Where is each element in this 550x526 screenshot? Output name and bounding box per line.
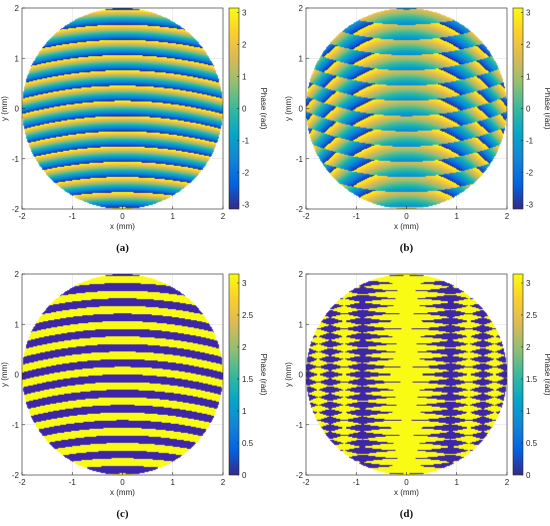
colorbar-tick-label-d-2: 1	[526, 407, 531, 416]
y-tick-label-b-0: -2	[296, 205, 304, 214]
y-axis-label-b: y (mm)	[284, 96, 293, 121]
colorbar-tick-label-a-4: 1	[242, 72, 247, 81]
panel-d: -2 -1 0 1 2 -2 -1 0 1 2 x (mm) y (mm) 0 0.5 1 1.5 2 2.5 3 P…	[284, 270, 550, 520]
colorbar-label-a: Phase (rad)	[259, 88, 268, 130]
y-tick-label-a-2: 0	[15, 105, 20, 114]
x-tick-label-c-0: -2	[18, 478, 26, 487]
y-tick-label-d-3: 1	[299, 320, 304, 329]
colorbar-tick-label-b-4: 1	[526, 72, 531, 81]
x-tick-label-a-1: -1	[69, 212, 77, 221]
panel-label-c: (c)	[116, 508, 129, 520]
x-tick-label-b-4: 2	[505, 212, 510, 221]
colorbar-tick-label-b-0: -3	[526, 201, 534, 210]
phase-map-b	[306, 8, 507, 209]
colorbar-d	[513, 274, 523, 475]
colorbar-label-d: Phase (rad)	[543, 354, 550, 396]
x-tick-label-d-0: -2	[302, 478, 310, 487]
colorbar-c	[229, 274, 239, 475]
colorbar-tick-label-a-6: 3	[242, 8, 247, 17]
colorbar-tick-label-c-2: 1	[242, 407, 247, 416]
y-tick-label-b-4: 2	[299, 4, 304, 13]
y-tick-label-d-1: -1	[296, 421, 304, 430]
colorbar-tick-label-c-0: 0	[242, 471, 247, 480]
colorbar-tick-label-a-0: -3	[242, 201, 250, 210]
colorbar-tick-label-b-2: -1	[526, 137, 534, 146]
y-tick-label-a-0: -2	[12, 205, 20, 214]
y-tick-label-b-1: -1	[296, 155, 304, 164]
colorbar-tick-label-d-4: 2	[526, 343, 531, 352]
phase-map-a	[22, 8, 223, 209]
colorbar-tick-label-b-1: -2	[526, 169, 534, 178]
y-axis-label-c: y (mm)	[0, 362, 9, 387]
colorbar-tick-label-c-3: 1.5	[242, 375, 254, 384]
y-tick-label-c-3: 1	[15, 320, 20, 329]
x-tick-label-a-3: 1	[171, 212, 176, 221]
x-axis-label-b: x (mm)	[394, 222, 419, 231]
x-tick-label-a-4: 2	[221, 212, 226, 221]
x-tick-label-c-1: -1	[69, 478, 77, 487]
y-tick-label-b-2: 0	[299, 105, 304, 114]
colorbar-tick-label-d-3: 1.5	[526, 375, 538, 384]
colorbar-tick-label-c-5: 2.5	[242, 311, 254, 320]
x-tick-label-b-0: -2	[302, 212, 310, 221]
x-axis-label-d: x (mm)	[394, 488, 419, 497]
colorbar-tick-label-a-3: 0	[242, 105, 247, 114]
y-tick-label-a-1: -1	[12, 155, 20, 164]
colorbar-tick-label-d-6: 3	[526, 279, 531, 288]
y-tick-label-a-4: 2	[15, 4, 20, 13]
panel-label-d: (d)	[400, 508, 414, 520]
x-tick-label-a-0: -2	[18, 212, 26, 221]
colorbar-tick-label-a-1: -2	[242, 169, 250, 178]
x-tick-label-b-3: 1	[455, 212, 460, 221]
x-tick-label-d-4: 2	[505, 478, 510, 487]
panel-label-a: (a)	[116, 242, 129, 254]
y-axis-label-d: y (mm)	[284, 362, 293, 387]
colorbar-tick-label-b-6: 3	[526, 8, 531, 17]
x-tick-label-c-3: 1	[171, 478, 176, 487]
y-tick-label-d-0: -2	[296, 471, 304, 480]
colorbar-tick-label-d-1: 0.5	[526, 439, 538, 448]
colorbar-tick-label-c-4: 2	[242, 343, 247, 352]
panel-c: -2 -1 0 1 2 -2 -1 0 1 2 x (mm) y (mm) 0 0.5 1 1.5 2 2.5 3 P…	[0, 270, 268, 520]
panel-b: -2 -1 0 1 2 -2 -1 0 1 2 x (mm) y (mm) -3 -2 -1 0 1 2 3 Phas…	[284, 4, 550, 254]
colorbar-b	[513, 8, 523, 209]
x-axis-label-c: x (mm)	[110, 488, 135, 497]
colorbar-tick-label-c-6: 3	[242, 279, 247, 288]
colorbar-tick-label-a-2: -1	[242, 137, 250, 146]
x-tick-label-b-2: 0	[404, 212, 409, 221]
phase-map-d	[306, 274, 507, 475]
colorbar-label-b: Phase (rad)	[543, 88, 550, 130]
y-axis-label-a: y (mm)	[0, 96, 9, 121]
y-tick-label-a-3: 1	[15, 54, 20, 63]
colorbar-box-c	[228, 273, 240, 476]
x-tick-label-b-1: -1	[353, 212, 361, 221]
colorbar-a	[229, 8, 239, 209]
x-tick-label-c-4: 2	[221, 478, 226, 487]
colorbar-tick-label-c-1: 0.5	[242, 439, 254, 448]
colorbar-tick-label-d-0: 0	[526, 471, 531, 480]
y-tick-label-b-3: 1	[299, 54, 304, 63]
y-tick-label-d-2: 0	[299, 371, 304, 380]
colorbar-tick-label-d-5: 2.5	[526, 311, 538, 320]
x-tick-label-c-2: 0	[120, 478, 125, 487]
y-tick-label-c-4: 2	[15, 270, 20, 279]
x-axis-label-a: x (mm)	[110, 222, 135, 231]
panel-a: -2 -1 0 1 2 -2 -1 0 1 2 x (mm) y (mm) -3 -2 -1 0 1 2 3 Phas…	[0, 4, 268, 254]
colorbar-tick-label-b-5: 2	[526, 40, 531, 49]
y-tick-label-c-1: -1	[12, 421, 20, 430]
phase-map-c	[22, 274, 223, 475]
y-tick-label-d-4: 2	[299, 270, 304, 279]
colorbar-tick-label-a-5: 2	[242, 40, 247, 49]
x-tick-label-d-2: 0	[404, 478, 409, 487]
colorbar-label-c: Phase (rad)	[259, 354, 268, 396]
x-tick-label-d-3: 1	[455, 478, 460, 487]
y-tick-label-c-2: 0	[15, 371, 20, 380]
panel-label-b: (b)	[400, 242, 414, 254]
colorbar-box-d	[512, 273, 524, 476]
y-tick-label-c-0: -2	[12, 471, 20, 480]
colorbar-tick-label-b-3: 0	[526, 105, 531, 114]
x-tick-label-a-2: 0	[120, 212, 125, 221]
x-tick-label-d-1: -1	[353, 478, 361, 487]
